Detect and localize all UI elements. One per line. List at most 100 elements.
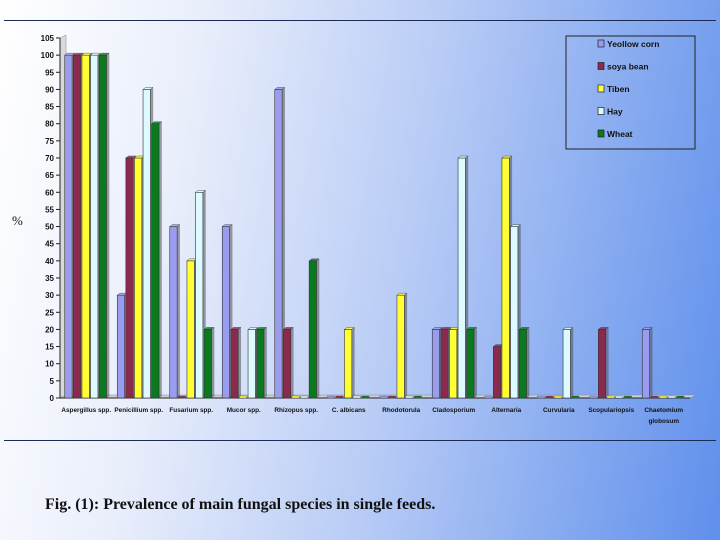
figure-caption: Fig. (1): Prevalence of main fungal spec… [45, 496, 436, 513]
bar-side [473, 327, 477, 399]
bar-side [211, 327, 215, 399]
legend-item: soya bean [597, 62, 649, 72]
x-tick-label: Cladosporium [432, 407, 475, 414]
bar-zero [667, 395, 676, 399]
bar-front [73, 54, 82, 399]
y-tick-label: 40 [45, 257, 54, 266]
bar [388, 395, 396, 399]
legend-label: Yeollow corn [607, 39, 659, 49]
bar-front [81, 54, 90, 399]
bar-zero [291, 395, 300, 399]
bar [203, 327, 215, 399]
legend-item: Yeollow corn [597, 39, 659, 49]
x-tick-label: C. albicans [332, 407, 366, 414]
bar [239, 395, 248, 399]
bar-front [116, 294, 125, 399]
bar [413, 395, 422, 399]
bar [554, 395, 563, 399]
bar [562, 327, 574, 399]
bar [396, 292, 408, 399]
bar [676, 395, 685, 399]
bar-zero [545, 395, 554, 399]
bar-zero [413, 395, 422, 399]
bar-side [404, 292, 408, 399]
y-tick-label: 85 [45, 103, 54, 112]
legend-box [565, 35, 696, 150]
bar-zero [650, 395, 659, 399]
bar-zero [405, 395, 414, 399]
bar [650, 395, 659, 399]
bar [335, 395, 344, 399]
bar [606, 395, 615, 399]
y-tick-label: 20 [45, 325, 54, 334]
bar [150, 121, 163, 399]
top-rule [4, 20, 716, 21]
bar [589, 395, 598, 399]
x-tick-label: Fusarium spp. [169, 407, 213, 414]
bar [282, 327, 294, 399]
bar-front [203, 329, 212, 399]
legend-item: Hay [597, 107, 623, 117]
bottom-rule [4, 440, 716, 441]
bar-side [238, 327, 241, 399]
y-tick-label: 0 [50, 394, 55, 403]
chart-legend: Yeollow corn soya bean Tiben Hay Wheat [565, 35, 696, 150]
bar-zero [352, 395, 361, 399]
bar-front [230, 329, 239, 399]
y-axis-label: % [12, 213, 23, 228]
y-tick-label: 5 [50, 377, 55, 386]
bar-zero [623, 395, 632, 399]
bar [255, 327, 268, 399]
bar-front [169, 226, 178, 399]
bar-front [125, 157, 134, 399]
bar-zero [676, 395, 685, 399]
bar [641, 327, 653, 399]
bar-zero [615, 395, 624, 399]
x-tick-label: Rhodotorula [382, 407, 420, 414]
bar-zero [335, 395, 344, 399]
bar-front [308, 260, 317, 399]
bar-side [649, 327, 653, 399]
bar-front [449, 329, 458, 399]
bar [178, 395, 186, 399]
bar-zero [606, 395, 615, 399]
y-tick-label: 15 [45, 343, 54, 352]
bar [537, 395, 545, 399]
bar-front [510, 226, 519, 399]
bar-front [274, 89, 283, 399]
bar-side [263, 327, 267, 399]
x-tick-label: Aspergillus spp. [61, 407, 111, 414]
bar-front [344, 329, 353, 399]
bar-front [457, 157, 466, 399]
bar-zero [589, 395, 598, 399]
bar-front [90, 54, 99, 399]
legend-item: Tiben [597, 84, 630, 94]
legend-label: Hay [607, 107, 623, 117]
bar [352, 395, 361, 399]
y-tick-label: 50 [45, 223, 54, 232]
y-tick-label: 60 [45, 188, 54, 197]
bar-zero [571, 395, 580, 399]
y-tick-label: 45 [45, 240, 54, 249]
bar [291, 395, 300, 399]
bar [615, 395, 624, 399]
y-tick-label: 55 [45, 205, 54, 214]
bar-zero [178, 395, 186, 399]
bar [98, 52, 110, 399]
bar [361, 395, 370, 399]
y-tick-label: 95 [45, 68, 54, 77]
y-tick-label: 90 [45, 85, 54, 94]
bar [230, 327, 242, 399]
bar-side [158, 121, 162, 399]
bar [659, 395, 668, 399]
bar-front [186, 260, 195, 399]
bar-front [641, 329, 650, 399]
legend-swatch [597, 84, 605, 93]
bar-zero [388, 395, 396, 399]
bar [300, 395, 309, 399]
bar-front [598, 329, 607, 399]
bar-front [64, 54, 73, 399]
bar-zero [379, 395, 388, 399]
y-tick-label: 25 [45, 308, 54, 317]
